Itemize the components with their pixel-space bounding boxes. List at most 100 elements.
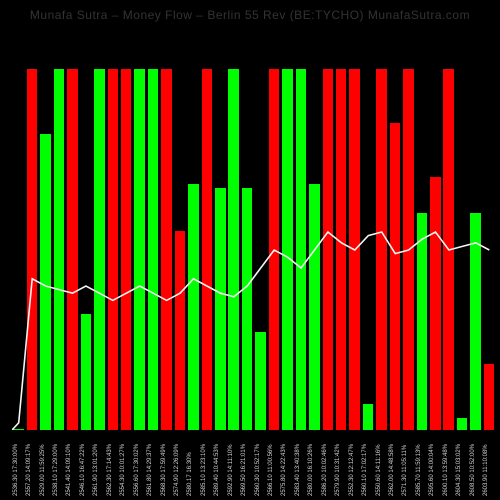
bar-group bbox=[12, 70, 496, 430]
bar bbox=[336, 69, 346, 430]
bar bbox=[296, 69, 306, 430]
bar-slot bbox=[388, 70, 401, 430]
x-label-slot: 2536.30 17:30:00% bbox=[12, 430, 25, 500]
x-label: 2580.00 16:10:26% bbox=[308, 444, 314, 496]
x-label-slot: 2585.70 11:59:13% bbox=[415, 430, 428, 500]
bar bbox=[242, 188, 252, 430]
x-label-slot: 2560.10 17:02:17% bbox=[361, 430, 374, 500]
x-label-slot: 2557.20 14:09:17% bbox=[25, 430, 38, 500]
bar bbox=[430, 177, 440, 430]
x-label-slot: 2603.90 11:10:08% bbox=[482, 430, 495, 500]
bar-slot bbox=[66, 70, 79, 430]
bar bbox=[443, 69, 453, 430]
x-label: 2571.30 11:05:11% bbox=[402, 445, 408, 496]
x-label: 2604.30 15:03:02% bbox=[456, 444, 462, 496]
x-label: 2560.30 10:52:17% bbox=[255, 444, 261, 496]
watermark-text: Munafa Sutra – Money Flow – Berlin 55 Re… bbox=[0, 8, 500, 22]
x-label: 2575.80 14:22:43% bbox=[281, 444, 287, 496]
bar bbox=[94, 69, 104, 430]
bar bbox=[417, 213, 427, 430]
bar bbox=[108, 69, 118, 430]
x-label: 2589.40 10:44:53% bbox=[214, 444, 220, 496]
x-label-slot: 2529.00 11:59:25% bbox=[39, 430, 52, 500]
x-label-slot: 2580.00 16:10:26% bbox=[308, 430, 321, 500]
x-label-slot: 2562.30 17:14:43% bbox=[106, 430, 119, 500]
bar-slot bbox=[335, 70, 348, 430]
bar bbox=[27, 69, 37, 430]
bar bbox=[40, 134, 50, 430]
bar bbox=[161, 69, 171, 430]
bar bbox=[121, 69, 131, 430]
x-label: 2592.90 14:11:10% bbox=[228, 444, 234, 496]
x-label-slot: 2552.30 12:12:47% bbox=[348, 430, 361, 500]
x-label: 2600.10 13:59:48% bbox=[443, 444, 449, 496]
bar-slot bbox=[294, 70, 307, 430]
bar bbox=[376, 69, 386, 430]
bar bbox=[255, 332, 265, 430]
bar-slot bbox=[482, 70, 495, 430]
x-label: 2569.50 16:21:01% bbox=[241, 444, 247, 496]
bar-slot bbox=[52, 70, 65, 430]
x-label-slot: 2568.30 17:59:49% bbox=[160, 430, 173, 500]
x-label-slot: 2595.60 14:00:04% bbox=[429, 430, 442, 500]
bar-slot bbox=[25, 70, 38, 430]
bar-slot bbox=[173, 70, 186, 430]
bar bbox=[148, 69, 158, 430]
x-label-slot: 2566.10 11:00:56% bbox=[267, 430, 280, 500]
bar bbox=[403, 69, 413, 430]
bar-slot bbox=[429, 70, 442, 430]
x-label-slot: 2561.90 13:01:20% bbox=[93, 430, 106, 500]
x-label-slot: 2562.00 14:48:58% bbox=[388, 430, 401, 500]
mixed-chart: 2536.30 17:30:00% 2557.20 14:09:17%2529.0… bbox=[0, 0, 500, 500]
bar-slot bbox=[12, 70, 25, 430]
bar bbox=[470, 213, 480, 430]
bar-slot bbox=[227, 70, 240, 430]
x-label: 2529.00 11:59:25% bbox=[40, 444, 46, 496]
x-label: 2562.00 14:48:58% bbox=[389, 444, 395, 496]
x-label: 2580.17 16:30% bbox=[187, 452, 193, 496]
bar bbox=[67, 69, 77, 430]
bar-slot bbox=[348, 70, 361, 430]
bar bbox=[81, 314, 91, 430]
bar bbox=[363, 404, 373, 430]
x-label-slot: 2560.30 10:52:17% bbox=[254, 430, 267, 500]
x-label-slot: 2586.20 10:02:46% bbox=[321, 430, 334, 500]
x-label: 2579.90 10:31:42% bbox=[335, 444, 341, 496]
x-label-slot: 2575.80 14:22:43% bbox=[281, 430, 294, 500]
x-label-slot: 2550.60 14:11:16% bbox=[375, 430, 388, 500]
x-label-slot: 2600.10 13:59:48% bbox=[442, 430, 455, 500]
x-label-slot: 2561.80 14:29:37% bbox=[146, 430, 159, 500]
x-label-slot: 2583.40 13:40:38% bbox=[294, 430, 307, 500]
x-label: 2586.20 10:02:46% bbox=[322, 444, 328, 496]
x-label-slot: 2571.30 11:05:11% bbox=[402, 430, 415, 500]
x-label: 2561.80 14:29:37% bbox=[147, 444, 153, 496]
x-label-slot: 2604.30 15:03:02% bbox=[455, 430, 468, 500]
x-label: 2595.60 14:00:04% bbox=[429, 444, 435, 496]
x-label: 2536.30 17:30:00% bbox=[13, 444, 19, 496]
x-label: 2568.30 17:59:49% bbox=[161, 444, 167, 496]
x-label: 2583.40 13:40:38% bbox=[295, 444, 301, 496]
bar-slot bbox=[469, 70, 482, 430]
x-label-slot: 2585.10 13:23:10% bbox=[200, 430, 213, 500]
x-label: 2561.90 13:01:20% bbox=[93, 444, 99, 496]
chart-container: { "watermark": "Munafa Sutra – Money Flo… bbox=[0, 0, 500, 500]
bar bbox=[228, 69, 238, 430]
bar-slot bbox=[120, 70, 133, 430]
bar bbox=[269, 69, 279, 430]
x-label-slot: 2546.10 16:47:22% bbox=[79, 430, 92, 500]
x-label-slot: 2538.10 17:29:00% bbox=[52, 430, 65, 500]
x-axis-labels: 2536.30 17:30:00% 2557.20 14:09:17%2529.0… bbox=[12, 430, 496, 500]
bar bbox=[202, 69, 212, 430]
bar-slot bbox=[455, 70, 468, 430]
bar-slot bbox=[254, 70, 267, 430]
bar bbox=[390, 123, 400, 430]
bar-slot bbox=[160, 70, 173, 430]
x-label: 2556.60 17:30:02% bbox=[134, 444, 140, 496]
x-label-slot: 2579.90 10:31:42% bbox=[335, 430, 348, 500]
x-label: 2585.70 11:59:13% bbox=[416, 444, 422, 496]
bar-slot bbox=[442, 70, 455, 430]
x-label: 2546.10 16:47:22% bbox=[80, 444, 86, 496]
x-label-slot: 2580.17 16:30% bbox=[187, 430, 200, 500]
x-label: 2554.30 10:01:27% bbox=[120, 444, 126, 496]
x-label: 2560.10 17:02:17% bbox=[362, 444, 368, 496]
